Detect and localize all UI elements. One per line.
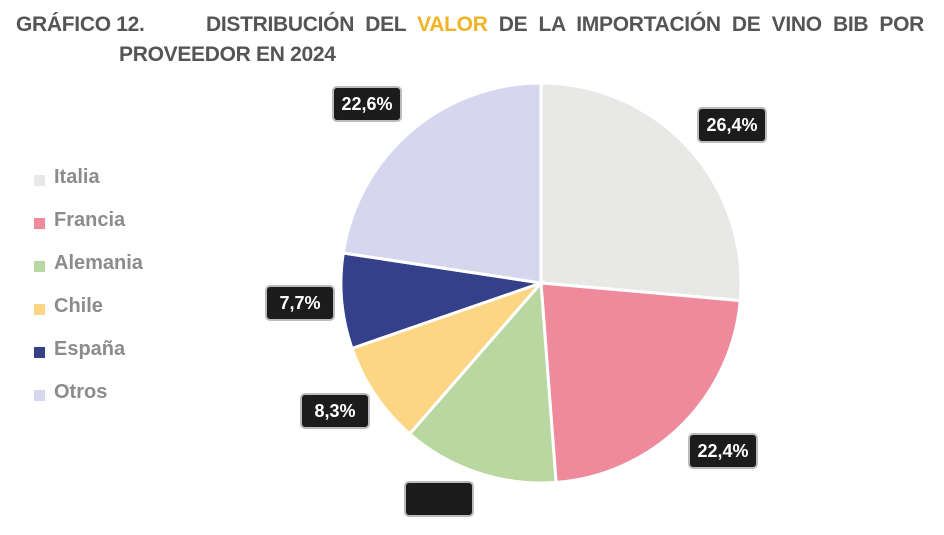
pie-slice-francia <box>539 281 742 485</box>
data-label-chile: 8,3% <box>300 393 370 429</box>
title-part: DE LA IMPORTACIÓN DE VINO BIB POR <box>487 13 925 36</box>
pie-slice-otros <box>341 81 543 285</box>
legend: Italia Francia Alemania Chile España Otros <box>34 156 143 414</box>
legend-swatch <box>34 390 45 401</box>
legend-item: Otros <box>34 371 143 414</box>
legend-label: Chile <box>54 295 103 317</box>
legend-label: Francia <box>54 209 126 231</box>
legend-swatch <box>34 261 45 272</box>
legend-label: Alemania <box>54 252 143 274</box>
legend-item: Francia <box>34 199 143 242</box>
data-label-españa: 7,7% <box>265 285 335 321</box>
title-highlight: VALOR <box>417 13 488 36</box>
data-label-otros: 22,6% <box>332 86 402 122</box>
title-part: DISTRIBUCIÓN DEL <box>206 13 418 36</box>
pie-slice-alemania <box>407 279 558 485</box>
chart-title: GRÁFICO 12. DISTRIBUCIÓN DEL VALOR DE LA … <box>16 10 924 70</box>
data-label-alemania <box>404 481 474 517</box>
chart-number: GRÁFICO 12. <box>16 13 145 36</box>
legend-swatch <box>34 304 45 315</box>
legend-label: España <box>54 338 126 360</box>
data-label-francia: 22,4% <box>688 433 758 469</box>
legend-swatch <box>34 175 45 186</box>
legend-label: Otros <box>54 381 108 403</box>
pie-slice-italia <box>539 81 743 303</box>
legend-item: Alemania <box>34 242 143 285</box>
title-line2: PROVEEDOR EN 2024 <box>119 43 336 66</box>
legend-label: Italia <box>54 166 100 188</box>
legend-swatch <box>34 218 45 229</box>
pie-slice-chile <box>350 279 546 436</box>
data-label-italia: 26,4% <box>697 107 767 143</box>
legend-item: Chile <box>34 285 143 328</box>
legend-item: Italia <box>34 156 143 199</box>
legend-swatch <box>34 347 45 358</box>
legend-item: España <box>34 328 143 371</box>
